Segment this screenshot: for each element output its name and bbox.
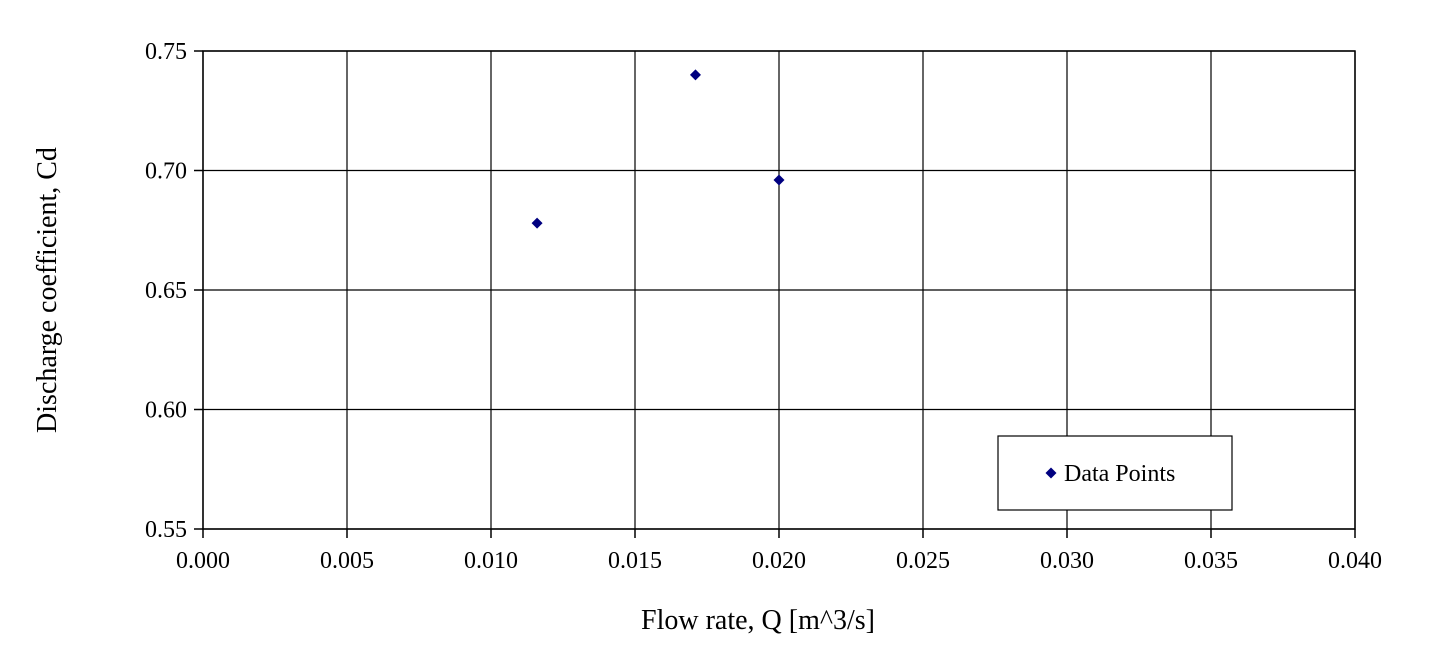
- x-tick-label: 0.040: [1328, 548, 1382, 574]
- y-tick-label: 0.60: [145, 398, 187, 424]
- x-tick-label: 0.030: [1040, 548, 1094, 574]
- x-tick-label: 0.015: [608, 548, 662, 574]
- x-axis-title: Flow rate, Q [m^3/s]: [641, 605, 875, 636]
- y-tick-label: 0.75: [145, 39, 187, 65]
- legend-label: Data Points: [1064, 461, 1175, 487]
- data-points: [531, 69, 785, 229]
- x-axis: 0.000 0.005 0.010 0.015 0.020 0.025 0.030 0.035…: [176, 529, 1382, 574]
- legend: Data Points: [997, 435, 1233, 511]
- x-tick-label: 0.020: [752, 548, 806, 574]
- y-tick-label: 0.55: [145, 517, 187, 543]
- x-tick-label: 0.005: [320, 548, 374, 574]
- legend-box: [997, 435, 1233, 511]
- y-axis: 0.55 0.60 0.65 0.70 0.75: [145, 39, 203, 543]
- y-tick-label: 0.70: [145, 159, 187, 185]
- y-axis-title: Discharge coefficient, Cd: [32, 147, 63, 433]
- data-point: [773, 174, 785, 186]
- x-tick-label: 0.035: [1184, 548, 1238, 574]
- x-tick-label: 0.025: [896, 548, 950, 574]
- x-tick-label: 0.010: [464, 548, 518, 574]
- x-tick-label: 0.000: [176, 548, 230, 574]
- data-point: [531, 217, 543, 229]
- legend-marker-icon: [1045, 467, 1057, 479]
- data-point: [689, 69, 701, 81]
- y-tick-label: 0.65: [145, 278, 187, 304]
